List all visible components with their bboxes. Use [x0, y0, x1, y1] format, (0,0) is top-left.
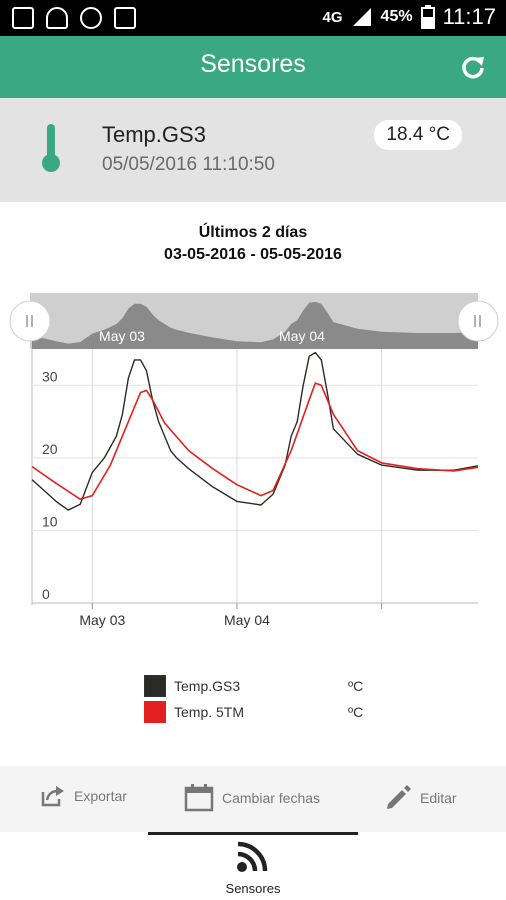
share-icon [41, 786, 64, 807]
grid-lines [32, 349, 478, 609]
status-bar: 4G 45% 11:17 [0, 0, 506, 36]
pencil-icon [387, 785, 411, 809]
chess-notification-icon [46, 7, 68, 29]
battery-level: 45% [380, 8, 413, 25]
image-notification-icon [12, 7, 34, 29]
page-title: Sensores [200, 50, 306, 78]
app-bar: Sensores [0, 36, 506, 98]
clock: 11:17 [442, 4, 496, 29]
change-dates-label: Cambiar fechas [222, 790, 321, 806]
chart-area: May 03 May 04 0 10 20 30 May 03 May 04 [0, 285, 506, 645]
refresh-icon [462, 56, 484, 79]
export-label: Exportar [74, 788, 127, 804]
legend-item-gs3: Temp.GS3 ºC [144, 675, 363, 697]
calendar-icon [184, 784, 214, 812]
network-type: 4G [322, 8, 343, 26]
export-button[interactable]: Exportar [40, 784, 127, 808]
edit-button[interactable]: Editar [384, 784, 457, 812]
legend-unit-5tm: ºC [348, 704, 364, 720]
legend-swatch-gs3 [144, 675, 166, 697]
series-lines [31, 351, 479, 511]
legend-label-5tm: Temp. 5TM [174, 704, 245, 720]
navigator-label-may03: May 03 [99, 328, 145, 344]
temperature-chart: May 03 May 04 0 10 20 30 May 03 May 04 [9, 293, 499, 628]
legend-label-gs3: Temp.GS3 [174, 678, 241, 694]
briefcase-notification-icon [114, 7, 136, 29]
signal-icon [352, 8, 371, 26]
y-tick-label-0: 0 [42, 586, 50, 602]
active-tab-indicator [148, 832, 358, 835]
chart-period-title: Últimos 2 días [198, 224, 308, 241]
bottom-navigation: Sensores [0, 832, 506, 900]
y-tick-label-1: 10 [42, 513, 58, 529]
legend-unit-gs3: ºC [348, 678, 364, 694]
y-tick-label-2: 20 [42, 441, 58, 457]
x-tick-label-1: May 04 [224, 612, 270, 628]
series-line-0 [31, 351, 479, 511]
y-tick-label-3: 30 [42, 368, 58, 384]
battery-icon [420, 5, 435, 29]
thermometer-icon [42, 124, 60, 172]
navigator-area [32, 301, 478, 349]
x-tick-label-0: May 03 [79, 612, 125, 628]
y-tick-labels: 0 10 20 30 [42, 368, 58, 602]
legend-item-5tm: Temp. 5TM ºC [144, 701, 363, 723]
legend-swatch-5tm [144, 701, 166, 723]
series-line-1 [31, 382, 479, 500]
chart-date-range: 03-05-2016 - 05-05-2016 [164, 246, 342, 263]
change-dates-button[interactable]: Cambiar fechas [184, 784, 320, 812]
navigator-handle-right[interactable] [457, 300, 499, 342]
navigator-handle-left[interactable] [9, 300, 51, 342]
sensor-card: Temp.GS3 05/05/2016 11:10:50 18.4 °C [0, 98, 506, 202]
sensor-name: Temp.GS3 [102, 122, 206, 147]
notification-icons [12, 7, 136, 29]
rss-feed-icon [237, 841, 268, 872]
action-toolbar: Exportar Cambiar fechas Editar [0, 766, 506, 832]
target-notification-icon [80, 7, 102, 29]
refresh-button[interactable] [460, 54, 486, 85]
nav-tab-sensors-label: Sensores [225, 881, 281, 896]
sensor-timestamp: 05/05/2016 11:10:50 [102, 154, 275, 175]
nav-tab-sensors[interactable]: Sensores [203, 840, 303, 896]
edit-label: Editar [420, 790, 457, 806]
x-tick-labels: May 03 May 04 [79, 612, 270, 628]
sensor-value-badge: 18.4 °C [374, 120, 462, 150]
navigator-label-may04: May 04 [279, 328, 325, 344]
